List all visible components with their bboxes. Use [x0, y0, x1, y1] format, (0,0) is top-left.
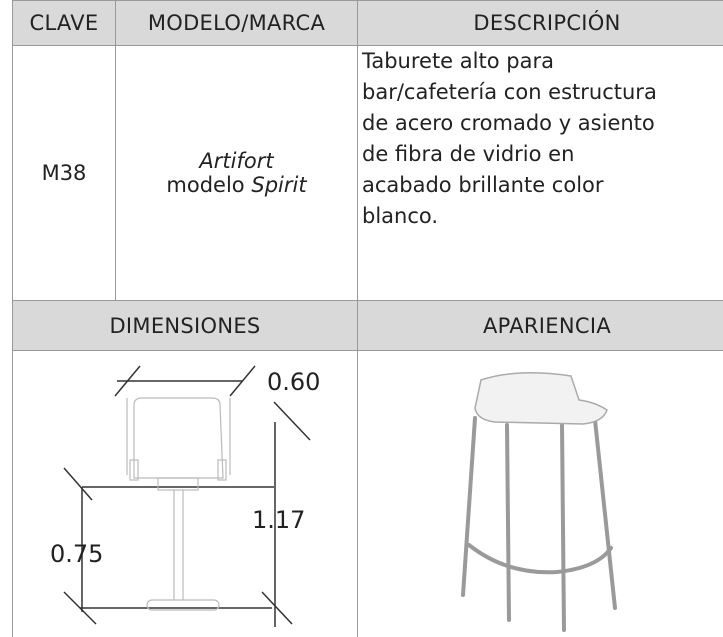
- description-line: de acero cromado y asiento: [362, 111, 655, 135]
- description-line: Taburete alto para: [362, 49, 554, 73]
- appearance-cell: [357, 350, 723, 637]
- header-cell: APARIENCIA: [357, 300, 723, 351]
- description-line: blanco.: [362, 204, 439, 228]
- model-cell: Artifort modelo Spirit: [115, 45, 358, 301]
- seat: [474, 372, 608, 425]
- clave-cell: M38: [12, 45, 116, 301]
- dimensions-cell: 0.60 1.17 0.75: [12, 350, 358, 637]
- model-prefix: modelo: [166, 173, 245, 197]
- description-line: de fibra de vidrio en: [362, 142, 575, 166]
- description-cell: Taburete alto para bar/cafetería con estr…: [357, 45, 723, 301]
- description-line: bar/cafetería con estructura: [362, 80, 657, 104]
- description-line: acabado brillante color: [362, 173, 604, 197]
- clave: M38: [41, 161, 87, 185]
- header-cell: CLAVE: [12, 0, 116, 46]
- stool-image: [461, 372, 617, 632]
- dimension-label: 0.75: [50, 540, 103, 568]
- header-cell: DESCRIPCIÓN: [357, 0, 723, 46]
- brand: Artifort: [199, 149, 274, 173]
- header-cell: DIMENSIONES: [12, 300, 358, 351]
- header-cell: MODELO/MARCA: [115, 0, 358, 46]
- dimension-drawing: 0.60 1.17 0.75: [50, 365, 320, 627]
- model-name: Spirit: [251, 173, 307, 197]
- dimension-label: 0.60: [267, 368, 320, 396]
- dimension-label: 1.17: [252, 506, 305, 534]
